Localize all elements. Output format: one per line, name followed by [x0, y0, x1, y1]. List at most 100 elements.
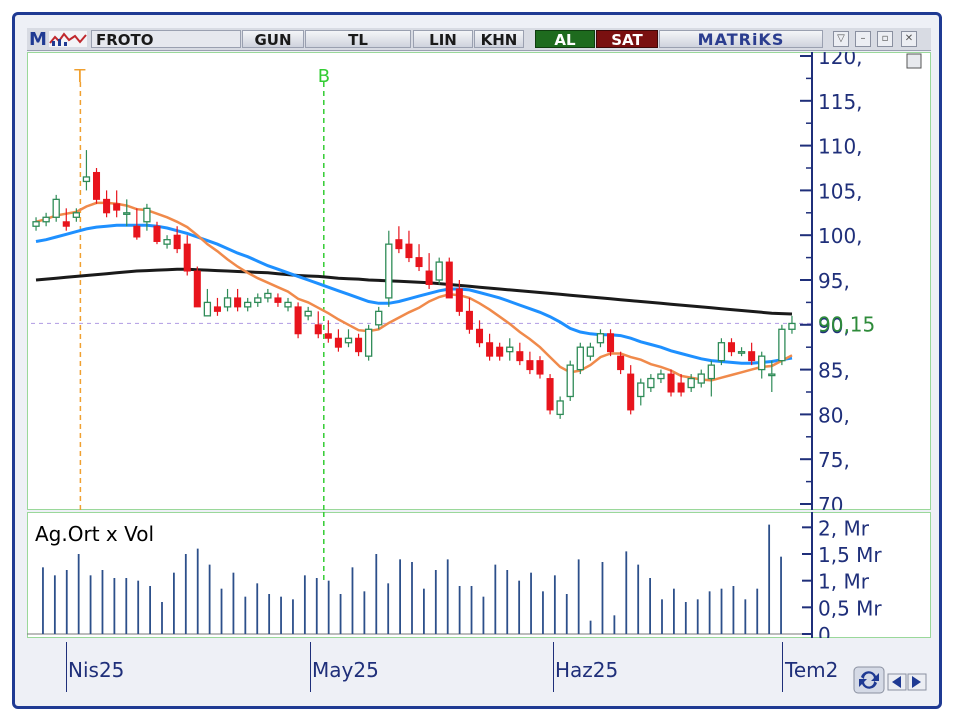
x-label-may: May25: [312, 658, 379, 682]
x-tick: [310, 642, 311, 692]
y-tick-label: 75,: [818, 448, 850, 472]
candle: [193, 266, 201, 308]
candle: [778, 324, 786, 366]
last-price-label: 90,15: [818, 312, 875, 336]
close-icon[interactable]: ✕: [901, 31, 917, 47]
candle: [42, 212, 50, 227]
candle: [425, 253, 433, 289]
candle: [32, 217, 40, 231]
candle: [143, 203, 151, 231]
candle: [254, 293, 262, 307]
y-tick-label: 95,: [818, 269, 850, 293]
x-label-haz: Haz25: [555, 658, 619, 682]
marker-b-label: B: [318, 66, 330, 87]
ma-mid-line: [35, 223, 793, 365]
candle: [92, 168, 101, 204]
candle: [546, 374, 554, 415]
buy-button[interactable]: AL: [535, 30, 595, 49]
ma-long-line: [35, 267, 793, 316]
candle: [596, 329, 605, 348]
candle: [788, 315, 796, 334]
candle: [113, 190, 121, 218]
candle: [294, 302, 302, 339]
scale-button[interactable]: LIN: [413, 30, 473, 49]
candle: [123, 199, 131, 227]
y-tick-label: 100,: [818, 224, 863, 248]
panel-resize-icon[interactable]: [906, 53, 922, 69]
candle: [627, 365, 635, 415]
candle: [324, 320, 332, 343]
vol-tick-label: 1,5 Mr: [818, 543, 882, 567]
symbol-field[interactable]: FROTO: [91, 30, 241, 49]
x-label-tem: Tem2: [785, 658, 839, 682]
x-tick: [66, 642, 67, 692]
vol-tick-label: 1, Mr: [818, 570, 870, 594]
time-axis: Nis25 May25 Haz25 Tem2: [27, 640, 931, 696]
candle: [758, 351, 766, 379]
candle: [153, 221, 161, 245]
chart-type-icon[interactable]: [49, 31, 87, 47]
y-tick-label: 115,: [818, 90, 863, 114]
period-button[interactable]: GUN: [242, 30, 304, 49]
candle: [496, 342, 504, 361]
matriks-logo: M: [29, 29, 47, 50]
candle: [52, 194, 60, 222]
candle: [637, 378, 645, 406]
refresh-icon[interactable]: [853, 666, 885, 694]
candle: [576, 342, 584, 375]
candle: [647, 374, 655, 392]
candle: [284, 297, 292, 312]
candle: [405, 230, 413, 263]
volume-panel[interactable]: 2, Mr 1,5 Mr 1, Mr 0,5 Mr 0 Ag.Ort x Vol: [27, 512, 931, 647]
candle: [395, 226, 403, 254]
minimize-icon[interactable]: –: [855, 31, 871, 47]
y-tick-label: 85,: [818, 359, 850, 383]
candle: [455, 280, 463, 316]
candle: [62, 208, 70, 231]
volume-label: Ag.Ort x Vol: [35, 522, 154, 546]
candle: [657, 369, 665, 384]
candle: [213, 297, 221, 316]
y-tick-label: 105,: [818, 179, 863, 203]
candle: [667, 369, 675, 397]
candle: [304, 306, 312, 321]
y-tick-label: 120,: [818, 52, 863, 69]
candle: [415, 244, 423, 272]
vol-tick-label: 0,5 Mr: [818, 596, 882, 620]
candle: [617, 351, 625, 375]
ma-short-line: [35, 201, 793, 382]
x-tick: [782, 642, 783, 692]
khn-button[interactable]: KHN: [474, 30, 524, 49]
candle: [183, 235, 191, 276]
dropdown-icon[interactable]: ▽: [833, 31, 849, 47]
candle: [486, 333, 494, 361]
candle: [677, 374, 685, 397]
candle: [82, 150, 91, 191]
candle: [737, 347, 746, 357]
y-tick-label: 110,: [818, 135, 863, 159]
toolbar: M FROTO GUN TL LIN KHN AL SAT MATRiKS ▽ …: [27, 28, 931, 51]
candle: [506, 338, 514, 361]
x-label-nis: Nis25: [68, 658, 125, 682]
candle: [768, 360, 776, 392]
sell-button[interactable]: SAT: [596, 30, 658, 49]
candle: [314, 311, 322, 339]
candle: [223, 288, 232, 312]
candle: [536, 356, 544, 379]
brand-label: MATRiKS: [659, 30, 823, 49]
x-tick: [553, 642, 554, 692]
candle: [133, 208, 141, 240]
candle: [516, 342, 524, 366]
currency-button[interactable]: TL: [305, 30, 411, 49]
candle: [334, 329, 342, 352]
candle: [203, 288, 212, 317]
candle: [103, 190, 111, 218]
maximize-icon[interactable]: ▫: [877, 31, 893, 47]
price-panel[interactable]: 70 75, 80, 85, 90, 95, 100, 105, 110, 115, 120, T …: [27, 45, 931, 528]
y-tick-label: 70: [818, 493, 843, 510]
candle: [375, 306, 383, 330]
scroll-controls: [852, 665, 932, 695]
candle: [163, 235, 171, 249]
candle: [244, 297, 252, 312]
